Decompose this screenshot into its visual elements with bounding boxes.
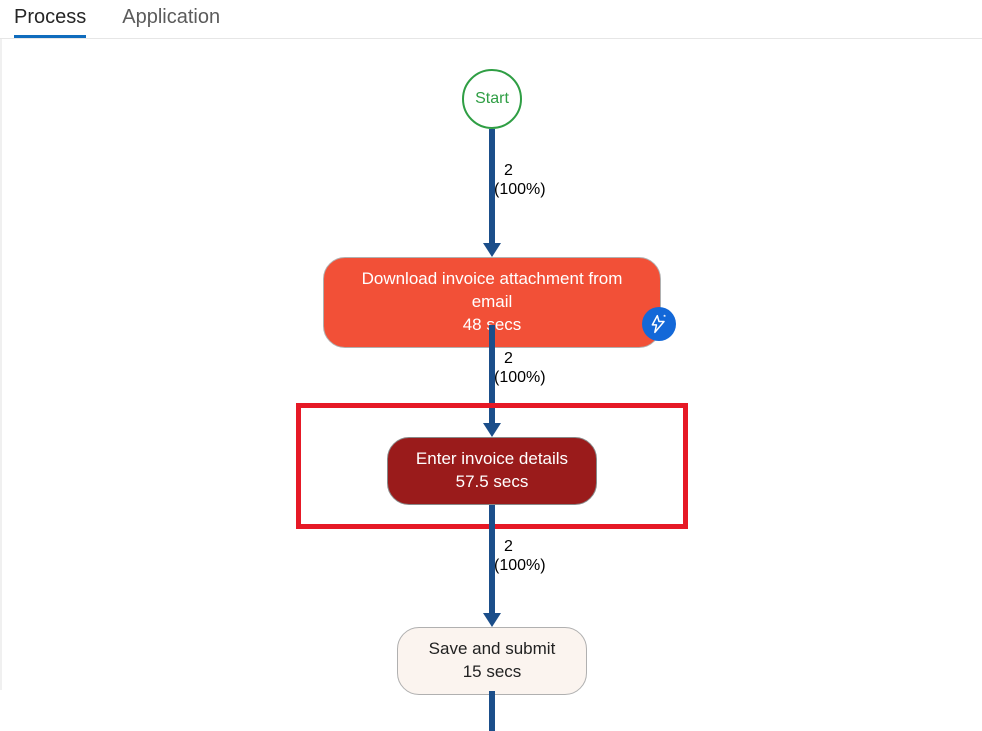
node-title: Enter invoice details bbox=[410, 448, 574, 471]
flow-arrow bbox=[489, 691, 495, 731]
node-enter-invoice-details[interactable]: Enter invoice details 57.5 secs bbox=[387, 437, 597, 505]
tab-process[interactable]: Process bbox=[14, 6, 86, 38]
flow-arrowhead bbox=[483, 243, 501, 257]
edge-count: 2 bbox=[504, 538, 513, 555]
node-title: Download invoice attachment from email bbox=[346, 268, 638, 314]
edge-percent: (100%) bbox=[494, 181, 546, 198]
edge-label: 2 (100%) bbox=[504, 537, 546, 575]
node-save-submit[interactable]: Save and submit 15 secs bbox=[397, 627, 587, 695]
node-duration: 57.5 secs bbox=[410, 471, 574, 494]
edge-count: 2 bbox=[504, 162, 513, 179]
automation-badge[interactable] bbox=[642, 307, 676, 341]
flow-canvas: Start 2 (100%) Download invoice attachme… bbox=[0, 39, 982, 690]
edge-percent: (100%) bbox=[494, 557, 546, 574]
tabs-bar: Process Application bbox=[0, 0, 982, 39]
flow-arrowhead bbox=[483, 613, 501, 627]
edge-label: 2 (100%) bbox=[504, 349, 546, 387]
tab-application[interactable]: Application bbox=[122, 6, 220, 38]
node-title: Save and submit bbox=[420, 638, 564, 661]
edge-label: 2 (100%) bbox=[504, 161, 546, 199]
node-duration: 15 secs bbox=[420, 661, 564, 684]
lightning-icon bbox=[649, 314, 669, 334]
start-node[interactable]: Start bbox=[462, 69, 522, 129]
edge-count: 2 bbox=[504, 350, 513, 367]
edge-percent: (100%) bbox=[494, 369, 546, 386]
